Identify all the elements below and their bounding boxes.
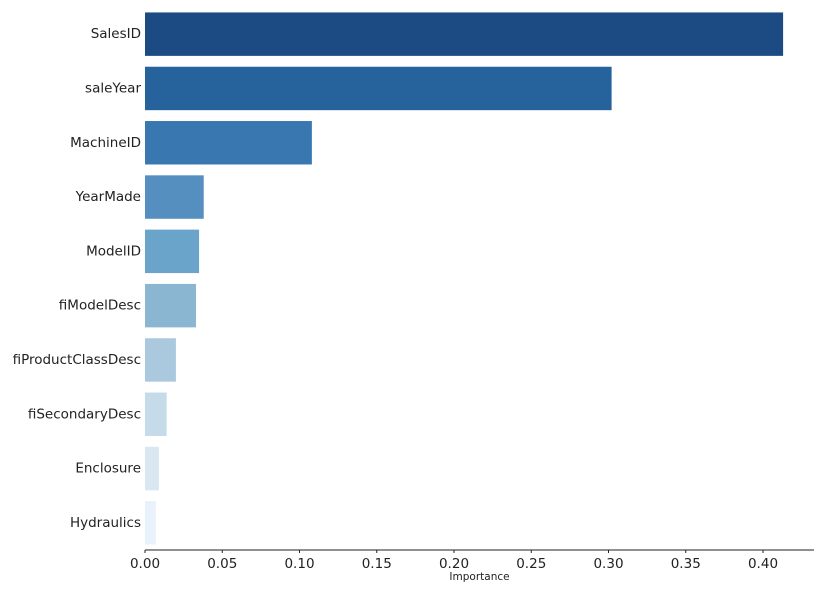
bar-ModelID	[145, 229, 200, 274]
x-tick-label: 0.40	[748, 556, 778, 572]
bar-YearMade	[145, 175, 204, 219]
bar-Hydraulics	[145, 501, 156, 545]
x-tick-label: 0.15	[362, 556, 392, 572]
category-labels-group: SalesID saleYear MachineID YearMade ModelID f…	[13, 26, 142, 531]
category-label-fiSecondaryDesc: fiSecondaryDesc	[28, 406, 141, 422]
x-tick-label: 0.30	[593, 556, 623, 572]
bar-MachineID	[145, 121, 312, 165]
category-label-Enclosure: Enclosure	[75, 461, 141, 477]
category-label-YearMade: YearMade	[75, 189, 141, 205]
x-axis-title: Importance	[449, 571, 509, 583]
bars-group	[145, 12, 784, 545]
category-label-ModelID: ModelID	[86, 243, 141, 259]
category-label-saleYear: saleYear	[85, 80, 141, 96]
bar-SalesID	[145, 12, 784, 56]
category-label-fiModelDesc: fiModelDesc	[59, 298, 141, 314]
x-tick-label: 0.35	[671, 556, 701, 572]
category-label-Hydraulics: Hydraulics	[70, 515, 141, 531]
x-tick-label: 0.10	[284, 556, 314, 572]
x-tick-label: 0.25	[516, 556, 546, 572]
category-label-SalesID: SalesID	[91, 26, 141, 42]
x-tick-label: 0.05	[207, 556, 237, 572]
x-tick-label: 0.20	[439, 556, 469, 572]
bar-saleYear	[145, 66, 612, 111]
bar-fiProductClassDesc	[145, 338, 176, 382]
bar-fiModelDesc	[145, 283, 196, 328]
category-label-fiProductClassDesc: fiProductClassDesc	[13, 352, 141, 368]
category-label-MachineID: MachineID	[70, 135, 141, 151]
bar-fiSecondaryDesc	[145, 392, 167, 436]
x-tick-label: 0.00	[130, 556, 160, 572]
bar-Enclosure	[145, 446, 159, 491]
x-ticks-group: 0.00 0.05 0.10 0.15 0.20 0.25 0.30 0.35 0.40	[130, 550, 778, 572]
